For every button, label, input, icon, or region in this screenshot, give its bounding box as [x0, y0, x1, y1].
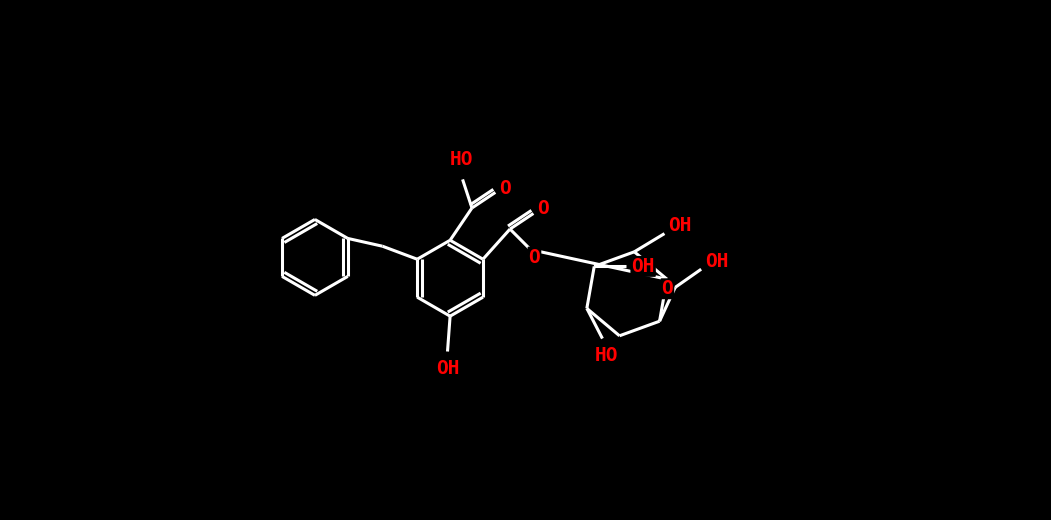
- Text: OH: OH: [668, 216, 692, 236]
- Text: OH: OH: [436, 359, 459, 378]
- Text: HO: HO: [595, 346, 618, 365]
- Text: OH: OH: [705, 252, 728, 271]
- Text: O: O: [661, 279, 674, 298]
- Text: O: O: [499, 179, 511, 198]
- Text: O: O: [537, 199, 549, 218]
- Text: OH: OH: [632, 257, 655, 276]
- Text: HO: HO: [450, 150, 473, 169]
- Text: O: O: [529, 248, 540, 267]
